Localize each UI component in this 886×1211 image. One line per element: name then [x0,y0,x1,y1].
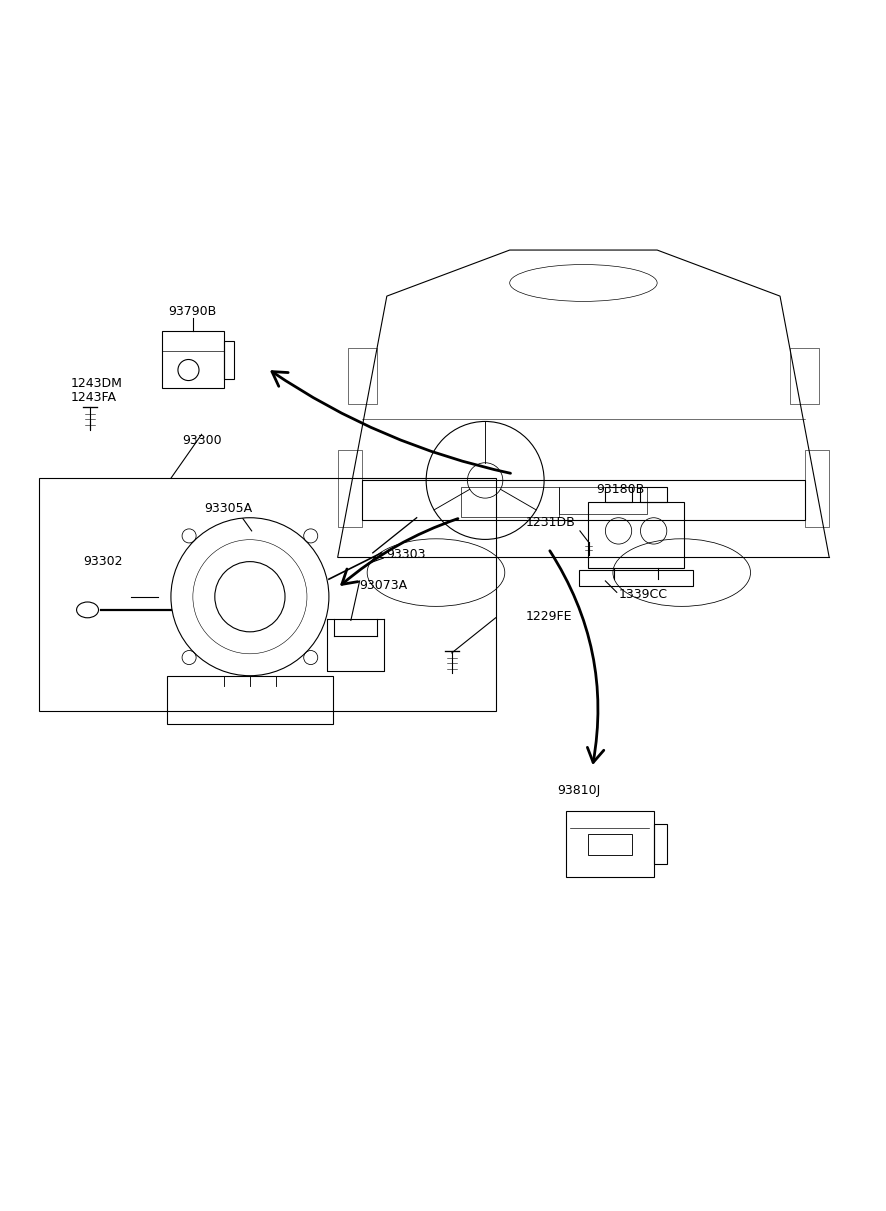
Text: 93303: 93303 [386,549,425,561]
Bar [566,811,654,877]
Text: 1243FA: 1243FA [71,391,117,403]
Bar [461,487,559,517]
Bar [223,340,234,379]
FancyArrowPatch shape [550,551,603,763]
Bar [804,449,829,527]
FancyArrowPatch shape [342,518,458,585]
Bar [789,349,820,403]
Bar [362,481,804,521]
Text: 93180B: 93180B [596,483,645,495]
Text: 93300: 93300 [182,435,222,447]
FancyArrowPatch shape [272,372,510,474]
Text: 1243DM: 1243DM [71,378,123,390]
Bar [39,478,495,711]
Bar [347,349,377,403]
Bar [654,825,667,863]
Bar [587,503,684,568]
Text: 93073A: 93073A [360,579,408,592]
Bar [162,332,223,389]
Bar [641,487,667,503]
Text: 93810J: 93810J [557,784,601,797]
Text: 1231DB: 1231DB [525,517,575,529]
Text: 93302: 93302 [83,555,122,568]
Text: 93305A: 93305A [204,503,252,515]
Text: 1229FE: 1229FE [525,609,572,622]
Bar [559,487,648,515]
Bar [579,570,693,586]
Text: 93790B: 93790B [168,305,217,317]
Text: 1339CC: 1339CC [618,589,667,602]
Bar [587,833,632,855]
Bar [338,449,362,527]
Bar [167,676,333,724]
Bar [605,487,632,503]
